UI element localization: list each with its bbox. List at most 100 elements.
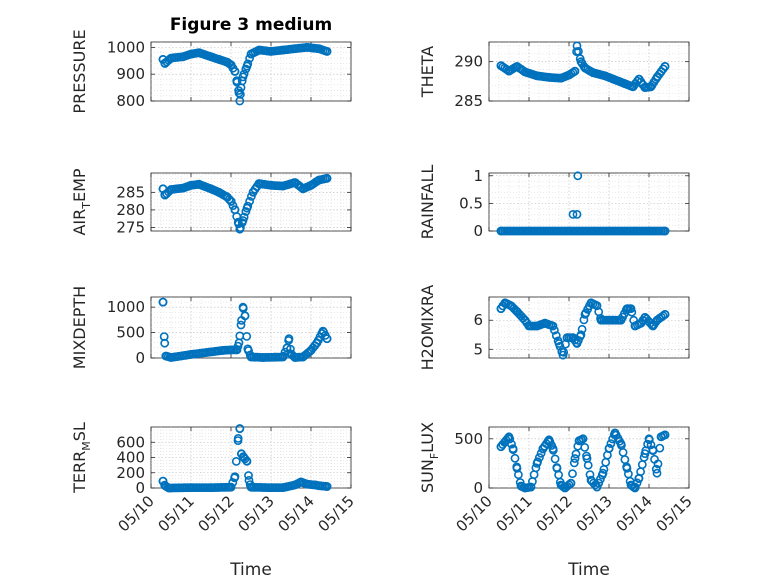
x-tick-label: 05/11 [155,492,198,535]
data-point [318,326,328,336]
data-point [577,324,587,334]
data-point [560,483,570,493]
data-point [571,449,581,459]
data-point [576,57,586,67]
data-point [660,430,670,440]
data-point [596,315,606,325]
data-point [322,173,332,183]
data-point [322,47,332,56]
y-axis-label: MIXDEPTH [70,286,89,369]
subplot-1: 800 900 1000 PRESSURE [70,29,352,114]
data-point [234,88,244,98]
data-point [592,301,602,311]
data-point [322,482,332,491]
data-point [240,311,250,321]
y-axis-label-tail: LUX [418,422,437,453]
data-point [556,73,566,83]
y-tick-label: 5 [473,340,483,358]
y-tick-label: 1 [473,167,483,185]
data-point [576,330,586,340]
x-tick-label: 05/10 [115,492,158,535]
data-point [314,175,324,185]
data-point [302,43,312,52]
data-point [230,472,240,481]
data-point [206,52,216,62]
data-point [236,320,246,330]
data-point [246,352,256,362]
y-tick-label: 200 [116,464,145,482]
data-point [496,61,506,70]
data-points [496,298,670,360]
data-point [608,74,618,84]
y-axis-label: SUNFLUX [418,422,441,493]
grid [151,427,351,488]
data-point [580,442,590,452]
data-point [526,482,536,492]
y-axis-label-main: PRESSURE [70,29,89,113]
data-points [158,173,332,234]
data-point [235,424,245,433]
data-point [550,325,559,335]
data-point [230,67,240,76]
y-axis-label-main: THETA [418,46,437,98]
data-point [246,49,256,59]
x-tick-label: 05/15 [315,492,358,535]
data-points [496,41,670,92]
data-point [161,351,171,361]
data-point [496,226,506,236]
data-point [166,185,176,194]
data-point [159,332,169,341]
subplot-6: 5 6 H2OMIXRA [418,285,690,371]
data-point [568,333,578,343]
data-point [206,483,216,492]
data-point [606,439,616,448]
data-point [244,471,253,480]
data-point [284,334,294,344]
data-point [233,433,243,443]
y-axis-label: H2OMIXRA [418,285,437,371]
data-point [570,66,580,76]
data-point [658,311,668,321]
data-point [644,434,654,444]
data-point [538,444,548,453]
data-point [178,52,188,62]
data-point [302,479,312,489]
axes-background [488,172,690,232]
data-point [512,62,522,71]
data-point [592,482,602,492]
x-tick-label: 05/14 [275,492,318,535]
data-point [246,482,256,492]
data-point [610,428,620,438]
data-point [322,334,332,344]
data-point [544,73,554,82]
grid [489,173,689,231]
y-axis-label-tail: EMP [70,168,89,202]
y-tick-label: 280 [116,201,145,219]
y-axis-label-main: MIXDEPTH [70,286,89,369]
data-point [504,432,514,442]
data-point [568,209,578,219]
data-point [194,179,204,189]
data-point [634,74,644,84]
data-point [166,53,176,63]
y-tick-label: 1000 [107,38,145,56]
y-tick-label: 900 [116,65,145,83]
data-point [242,61,252,71]
data-point [506,301,516,311]
x-tick-label: 05/12 [195,492,238,535]
data-point [186,349,196,359]
data-point [248,187,258,197]
data-point [158,476,168,486]
data-point [554,339,564,348]
data-point [510,453,520,463]
data-point [242,456,252,466]
data-point [566,478,576,488]
data-point [298,184,308,194]
subplot-2: 285 290 THETA [418,41,690,110]
data-point [643,439,652,449]
x-tick-label: 05/11 [493,492,536,535]
x-tick-label: 05/10 [453,492,496,535]
y-tick-label: 0 [473,222,483,240]
data-point [588,68,598,78]
